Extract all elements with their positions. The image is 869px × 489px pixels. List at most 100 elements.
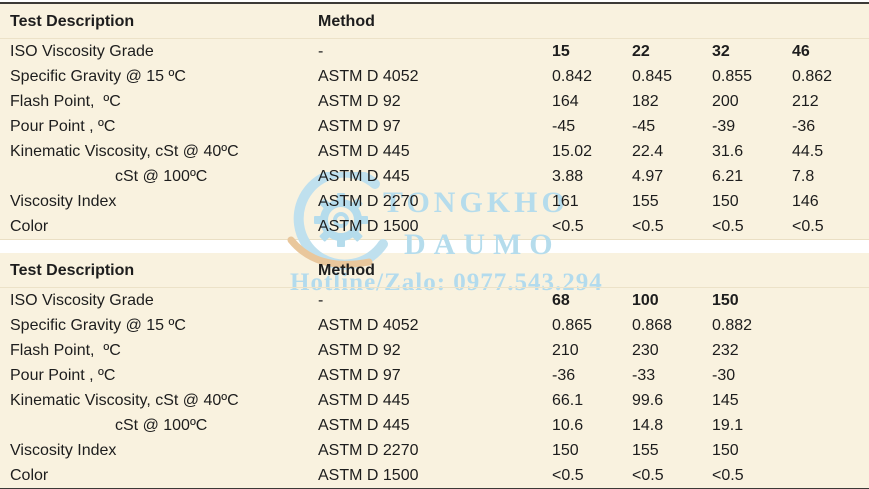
test-description-cell: Viscosity Index xyxy=(10,193,117,210)
value-cell: 155 xyxy=(632,193,659,210)
value-cell: 200 xyxy=(712,93,739,110)
method-cell: ASTM D 445 xyxy=(318,168,410,185)
method-cell: ASTM D 445 xyxy=(318,143,410,160)
method-header: Method xyxy=(318,13,375,30)
method-cell: - xyxy=(318,292,324,309)
test-description-cell: Pour Point , ºC xyxy=(10,367,116,384)
method-cell: ASTM D 97 xyxy=(318,118,401,135)
value-cell: 46 xyxy=(792,43,810,60)
value-cell: 230 xyxy=(632,342,659,359)
value-cell: 150 xyxy=(712,193,739,210)
table-row: Pour Point , ºC ASTM D 97 -45 -45 -39 -36 xyxy=(0,114,869,139)
value-cell: 155 xyxy=(632,442,659,459)
spec-table-2: Test Description Method ISO Viscosity Gr… xyxy=(0,253,869,489)
value-cell: 7.8 xyxy=(792,168,815,185)
value-cell: 0.862 xyxy=(792,68,833,85)
value-cell: 15.02 xyxy=(552,143,593,160)
table-row: cSt @ 100ºC ASTM D 445 3.88 4.97 6.21 7.8 xyxy=(0,164,869,189)
value-cell: -36 xyxy=(552,367,576,384)
value-cell: <0.5 xyxy=(552,218,584,235)
table-row: Color ASTM D 1500 <0.5 <0.5 <0.5 xyxy=(0,463,869,488)
table-row: Color ASTM D 1500 <0.5 <0.5 <0.5 <0.5 xyxy=(0,214,869,239)
table-row: Specific Gravity @ 15 ºC ASTM D 4052 0.865… xyxy=(0,313,869,338)
method-cell: ASTM D 1500 xyxy=(318,467,419,484)
test-description-header: Test Description xyxy=(10,13,135,30)
value-cell: 0.855 xyxy=(712,68,753,85)
value-cell: 232 xyxy=(712,342,739,359)
test-description-cell: cSt @ 100ºC xyxy=(115,417,208,434)
value-cell: 22 xyxy=(632,43,650,60)
test-description-cell: cSt @ 100ºC xyxy=(115,168,208,185)
test-description-cell: Viscosity Index xyxy=(10,442,117,459)
value-cell: -45 xyxy=(632,118,656,135)
test-description-cell: Specific Gravity @ 15 ºC xyxy=(10,68,186,85)
value-cell: 68 xyxy=(552,292,570,309)
table-row: Kinematic Viscosity, cSt @ 40ºC ASTM D 44… xyxy=(0,388,869,413)
value-cell: 14.8 xyxy=(632,417,664,434)
test-description-cell: ISO Viscosity Grade xyxy=(10,292,154,309)
table-header: Test Description Method xyxy=(0,257,869,288)
method-cell: ASTM D 2270 xyxy=(318,442,419,459)
value-cell: 6.21 xyxy=(712,168,744,185)
value-cell: 145 xyxy=(712,392,739,409)
value-cell: 3.88 xyxy=(552,168,584,185)
value-cell: 0.882 xyxy=(712,317,753,334)
value-cell: 99.6 xyxy=(632,392,664,409)
value-cell: 4.97 xyxy=(632,168,664,185)
table-header: Test Description Method xyxy=(0,8,869,39)
value-cell: 44.5 xyxy=(792,143,824,160)
value-cell: 182 xyxy=(632,93,659,110)
value-cell: -45 xyxy=(552,118,576,135)
value-cell: 31.6 xyxy=(712,143,744,160)
value-cell: 0.842 xyxy=(552,68,593,85)
test-description-cell: Kinematic Viscosity, cSt @ 40ºC xyxy=(10,143,239,160)
table-rows: ISO Viscosity Grade - 68 100 150 Specific Gra… xyxy=(0,288,869,488)
value-cell: 22.4 xyxy=(632,143,664,160)
method-cell: ASTM D 92 xyxy=(318,342,401,359)
table-row: Specific Gravity @ 15 ºC ASTM D 4052 0.842… xyxy=(0,64,869,89)
value-cell: 0.865 xyxy=(552,317,593,334)
value-cell: -36 xyxy=(792,118,816,135)
method-cell: ASTM D 445 xyxy=(318,417,410,434)
value-cell: 150 xyxy=(712,292,739,309)
value-cell: 0.868 xyxy=(632,317,673,334)
value-cell: 66.1 xyxy=(552,392,584,409)
value-cell: <0.5 xyxy=(712,218,744,235)
table-row: Flash Point, ºC ASTM D 92 164 182 200 212 xyxy=(0,89,869,114)
value-cell: 161 xyxy=(552,193,579,210)
value-cell: -33 xyxy=(632,367,656,384)
method-cell: ASTM D 4052 xyxy=(318,317,419,334)
value-cell: <0.5 xyxy=(632,467,664,484)
test-description-cell: Pour Point , ºC xyxy=(10,118,116,135)
method-cell: ASTM D 92 xyxy=(318,93,401,110)
value-cell: <0.5 xyxy=(632,218,664,235)
value-cell: <0.5 xyxy=(552,467,584,484)
test-description-cell: Specific Gravity @ 15 ºC xyxy=(10,317,186,334)
value-cell: 150 xyxy=(712,442,739,459)
value-cell: 146 xyxy=(792,193,819,210)
method-cell: ASTM D 97 xyxy=(318,367,401,384)
method-cell: ASTM D 4052 xyxy=(318,68,419,85)
value-cell: 15 xyxy=(552,43,570,60)
table-rows: ISO Viscosity Grade - 15 22 32 46 Specific Gra… xyxy=(0,39,869,239)
test-description-header: Test Description xyxy=(10,262,135,279)
value-cell: 0.845 xyxy=(632,68,673,85)
table-row: ISO Viscosity Grade - 15 22 32 46 xyxy=(0,39,869,64)
value-cell: 164 xyxy=(552,93,579,110)
table-row: Pour Point , ºC ASTM D 97 -36 -33 -30 xyxy=(0,363,869,388)
method-header: Method xyxy=(318,262,375,279)
table-row: Viscosity Index ASTM D 2270 150 155 150 xyxy=(0,438,869,463)
table-row: cSt @ 100ºC ASTM D 445 10.6 14.8 19.1 xyxy=(0,413,869,438)
method-cell: ASTM D 1500 xyxy=(318,218,419,235)
value-cell: 19.1 xyxy=(712,417,744,434)
test-description-cell: Color xyxy=(10,218,49,235)
test-description-cell: Flash Point, ºC xyxy=(10,342,121,359)
test-description-cell: Color xyxy=(10,467,49,484)
value-cell: 150 xyxy=(552,442,579,459)
method-cell: ASTM D 2270 xyxy=(318,193,419,210)
value-cell: 10.6 xyxy=(552,417,584,434)
value-cell: 100 xyxy=(632,292,659,309)
test-description-cell: Flash Point, ºC xyxy=(10,93,121,110)
value-cell: -30 xyxy=(712,367,736,384)
